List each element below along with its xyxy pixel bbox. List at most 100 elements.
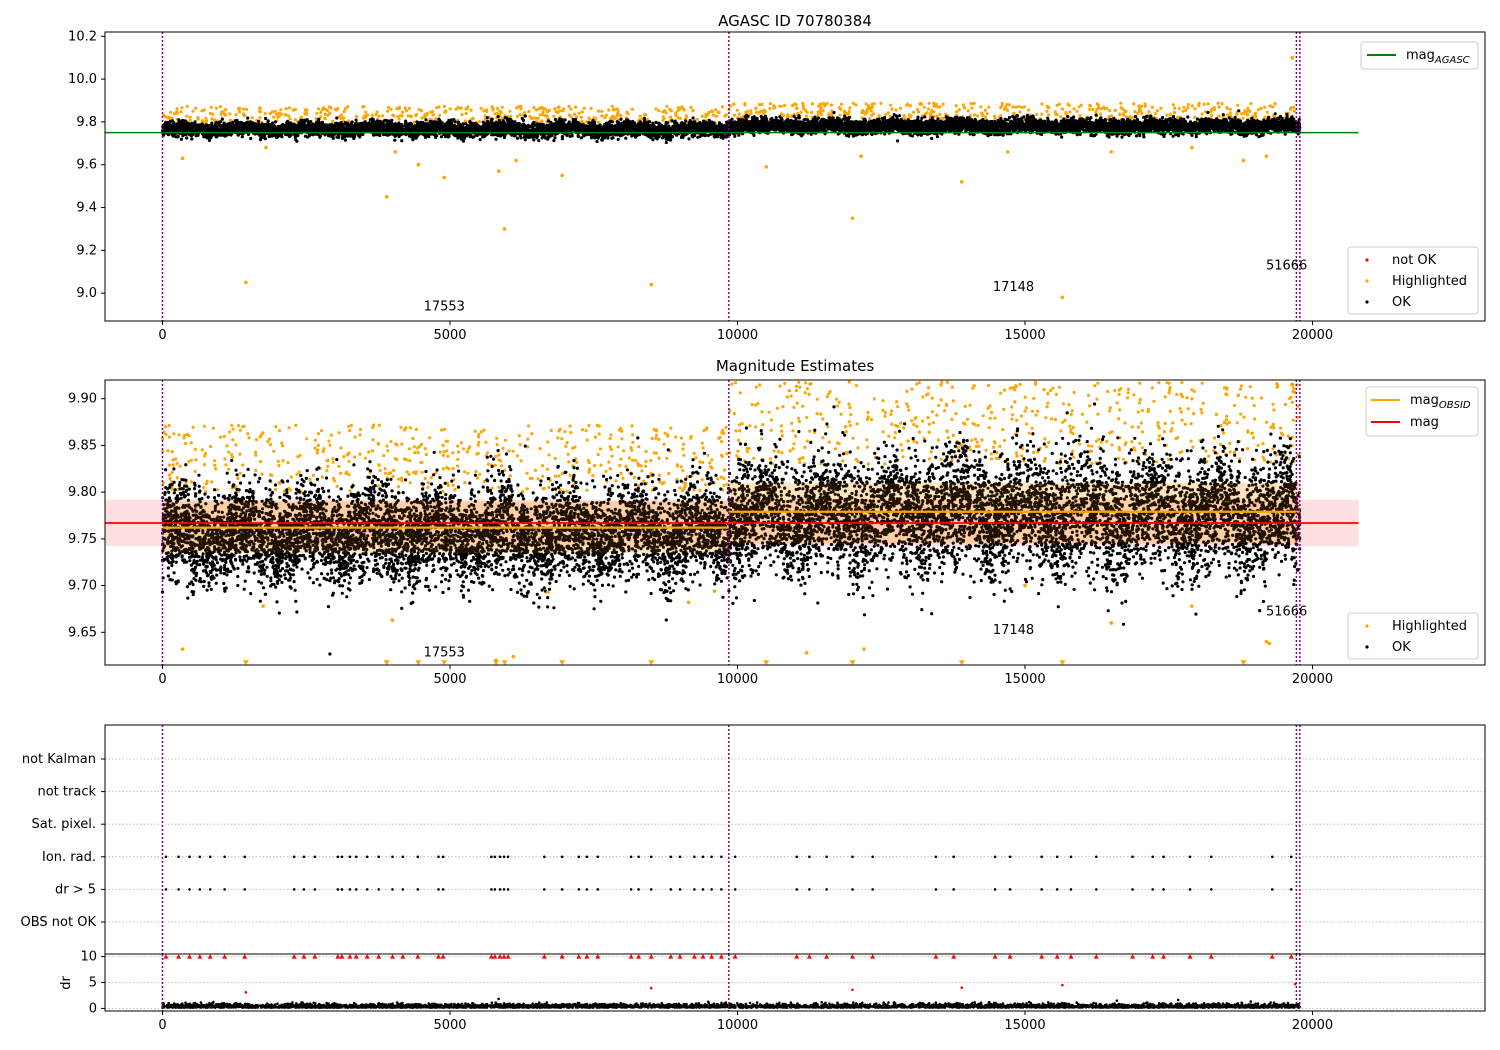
highlighted-lower-limit-marker: [1059, 660, 1066, 666]
flag-point: [733, 855, 737, 859]
highlighted-point: [686, 600, 691, 605]
highlighted-point: [1241, 158, 1246, 163]
highlighted-lower-limit-marker: [242, 660, 249, 666]
flag-point: [502, 855, 506, 859]
flag-point: [629, 855, 633, 859]
flag-point: [416, 888, 420, 891]
flag-point: [577, 855, 581, 859]
flag-point: [1040, 855, 1043, 859]
flag-point: [348, 855, 352, 859]
flag-point: [952, 855, 955, 859]
legend2-highlighted: Highlighted: [1392, 619, 1467, 634]
dr-clipped-marker: [436, 954, 441, 959]
highlighted-point: [1264, 154, 1269, 158]
flag-point: [336, 855, 340, 859]
panel2-frame: [104, 379, 1486, 666]
dr-clipped-marker: [242, 954, 248, 959]
highlighted-point: [862, 647, 866, 651]
dr-clipped-marker: [301, 954, 307, 959]
flag-point: [188, 855, 191, 859]
highlighted-point: [850, 216, 855, 221]
flag-point: [313, 888, 317, 891]
dr-clipped-marker: [951, 954, 957, 959]
panel4-ticks: 0 5000 10000 15000 20000 0 5 10: [80, 950, 1333, 1033]
flag-point: [795, 888, 799, 891]
panel2-ticks: 0 5000 10000 15000 20000 9.65 9.70 9.75 9.80 9.85…: [68, 392, 1333, 687]
dr-clipped-marker: [312, 954, 318, 959]
highlighted-point: [649, 282, 654, 287]
flag-point: [302, 855, 306, 859]
highlighted-point: [959, 180, 964, 184]
highlighted-point: [416, 162, 421, 167]
obsid-label: 51666: [1266, 259, 1307, 274]
flag-category-label: dr > 5: [55, 882, 96, 897]
flag-point: [1289, 888, 1293, 891]
flag-point: [871, 855, 874, 859]
flag-point: [1131, 888, 1134, 891]
dr-clipped-marker: [559, 954, 565, 959]
flag-point: [585, 855, 589, 859]
flag-point: [543, 855, 546, 859]
flag-point: [596, 888, 600, 891]
highlighted-lower-limit-marker: [849, 660, 856, 666]
highlighted-point: [1267, 641, 1272, 646]
panel1-frame: [104, 31, 1486, 322]
flag-point: [1040, 888, 1043, 891]
flag-category-label: Sat. pixel.: [32, 817, 96, 832]
dr-not-ok-point: [649, 986, 653, 990]
flag-point: [720, 888, 723, 891]
highlighted-lower-limit-marker: [501, 660, 508, 666]
dr-clipped-marker: [691, 954, 697, 959]
dr-clipped-marker: [1150, 954, 1156, 959]
flag-point: [1162, 855, 1165, 859]
highlighted-lower-limit-marker: [383, 660, 390, 666]
highlighted-point: [1189, 604, 1194, 608]
flag-point: [825, 855, 828, 859]
dr-not-ok-point: [960, 986, 964, 989]
flag-point: [506, 888, 510, 891]
highlighted-lower-limit-marker: [415, 660, 422, 666]
flag-point: [669, 855, 673, 859]
flag-point: [669, 888, 673, 891]
flag-point: [164, 855, 168, 859]
dr-clipped-marker: [376, 954, 382, 959]
mag-obsid-band-overlay: [728, 482, 1300, 544]
xtick-label: 15000: [1004, 1018, 1045, 1033]
dr-clipped-marker: [794, 954, 800, 959]
dr-clipped-marker: [492, 954, 498, 959]
flag-point: [502, 888, 506, 891]
flag-point: [693, 855, 696, 859]
xtick-label: 0: [158, 672, 166, 687]
dr-clipped-marker: [400, 954, 406, 959]
dr-clipped-marker: [1068, 954, 1074, 959]
legend-mag-obsid: magOBSID: [1410, 393, 1471, 411]
dr-clipped-marker: [709, 954, 715, 959]
dr-clipped-marker: [497, 954, 503, 959]
dr-not-ok-point: [244, 991, 248, 994]
dr-clipped-marker: [1093, 954, 1099, 959]
flag-point: [164, 888, 168, 891]
flag-point: [365, 888, 369, 891]
flag-point: [1095, 888, 1098, 891]
ytick-label: 0: [89, 1001, 97, 1016]
dr-clipped-marker: [488, 954, 494, 959]
dr-clipped-marker: [824, 954, 830, 959]
flag-point: [1069, 888, 1073, 891]
flag-point: [1008, 855, 1012, 859]
highlighted-point: [712, 589, 717, 593]
panel3-ticks: OBS not OK dr > 5 Ion. rad. Sat. pixel. not …: [21, 752, 105, 930]
legend-not-ok: not OK: [1392, 253, 1437, 268]
flag-point: [506, 855, 510, 859]
flag-point: [596, 855, 600, 859]
highlighted-point: [804, 651, 809, 655]
flag-point: [577, 888, 581, 891]
flag-point: [1210, 855, 1213, 859]
flag-point: [1188, 855, 1192, 859]
dr-clipped-marker: [677, 954, 683, 959]
flag-point: [292, 855, 296, 859]
legend-mag-agasc: magAGASC: [1406, 48, 1470, 66]
flag-point: [243, 888, 247, 891]
panel4-plot-area: [105, 954, 1485, 1011]
highlighted-lower-limit-marker: [958, 660, 965, 666]
ytick-label: 10.0: [68, 72, 97, 87]
